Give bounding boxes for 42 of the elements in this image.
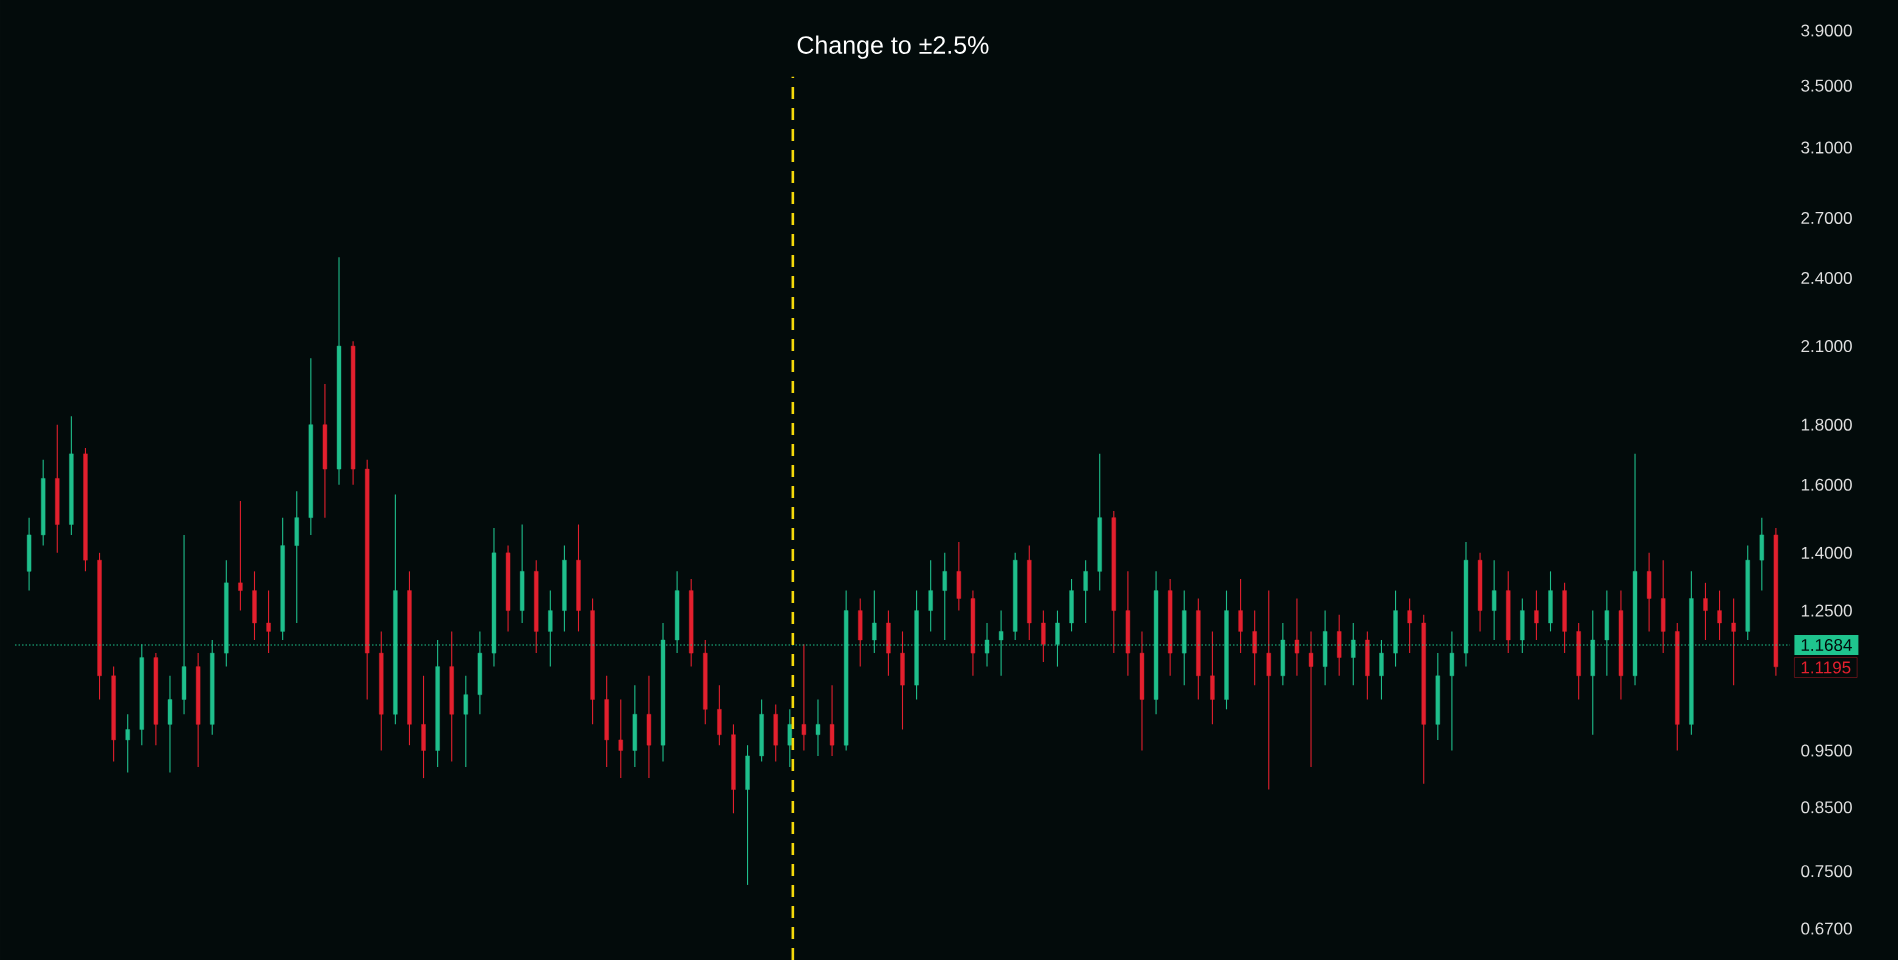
candlestick — [815, 698, 821, 757]
candlestick — [801, 643, 807, 752]
candlestick — [1491, 559, 1497, 641]
candlestick — [1407, 597, 1412, 654]
y-tick-label: 2.1000 — [1801, 340, 1852, 353]
text: 1.1195 — [1801, 661, 1851, 674]
candlestick — [1252, 610, 1257, 686]
y-tick-label: 3.9000 — [1801, 24, 1852, 37]
candlestick — [1703, 582, 1708, 641]
y-tick-label: 0.9500 — [1801, 744, 1852, 757]
y-tick-label: 3.5000 — [1801, 79, 1852, 92]
y-tick-label: 2.7000 — [1801, 211, 1852, 224]
candlestick — [463, 675, 468, 768]
candlestick — [266, 590, 271, 654]
candlestick — [1210, 630, 1215, 725]
candlestick — [1238, 578, 1243, 654]
candlestick — [1041, 610, 1046, 663]
annotation: Change to ±2.5% — [797, 35, 989, 59]
y-tick-label: 0.6700 — [1801, 922, 1852, 935]
y-tick-label: 1.8000 — [1801, 418, 1852, 431]
candlestick — [125, 713, 130, 774]
y-tick-label: 2.4000 — [1801, 271, 1852, 285]
candlestick — [1534, 590, 1539, 641]
candlestick — [1083, 559, 1088, 624]
y-tick-label: 0.7500 — [1801, 865, 1852, 878]
candlestick — [829, 684, 835, 757]
candlestick — [928, 559, 933, 632]
y-tick-label: 0.8500 — [1801, 801, 1852, 814]
candlestick — [1294, 597, 1300, 677]
y-tick-label: 1.2500 — [1801, 604, 1852, 617]
ref-line-label: 1.1684 — [1801, 639, 1852, 652]
candlestick — [618, 698, 623, 779]
candlestick — [942, 552, 947, 641]
candlestick — [1731, 597, 1736, 686]
candlestick — [787, 708, 792, 768]
y-tick-label: 1.4000 — [1801, 546, 1852, 559]
candlestick — [238, 500, 243, 612]
candlestick — [1717, 590, 1722, 641]
y-tick-label: 1.6000 — [1801, 478, 1852, 491]
candlestick — [1308, 630, 1314, 768]
y-tick-label: 3.1000 — [1801, 141, 1852, 154]
candlestick — [1266, 590, 1271, 791]
